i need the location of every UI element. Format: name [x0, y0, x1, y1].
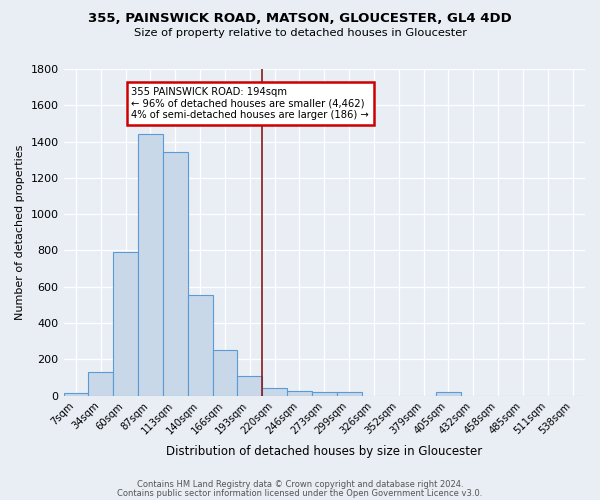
Y-axis label: Number of detached properties: Number of detached properties	[15, 144, 25, 320]
Bar	[88, 372, 113, 396]
Bar	[312, 392, 337, 396]
Bar	[163, 152, 188, 396]
Bar	[212, 350, 238, 396]
Text: Size of property relative to detached houses in Gloucester: Size of property relative to detached ho…	[133, 28, 467, 38]
Bar	[64, 393, 88, 396]
Text: 355, PAINSWICK ROAD, MATSON, GLOUCESTER, GL4 4DD: 355, PAINSWICK ROAD, MATSON, GLOUCESTER,…	[88, 12, 512, 26]
Bar	[262, 388, 287, 396]
Text: Contains public sector information licensed under the Open Government Licence v3: Contains public sector information licen…	[118, 489, 482, 498]
Text: Contains HM Land Registry data © Crown copyright and database right 2024.: Contains HM Land Registry data © Crown c…	[137, 480, 463, 489]
Bar	[436, 392, 461, 396]
Text: 355 PAINSWICK ROAD: 194sqm
← 96% of detached houses are smaller (4,462)
4% of se: 355 PAINSWICK ROAD: 194sqm ← 96% of deta…	[131, 87, 369, 120]
Bar	[337, 392, 362, 396]
Bar	[238, 376, 262, 396]
Bar	[138, 134, 163, 396]
Bar	[287, 390, 312, 396]
X-axis label: Distribution of detached houses by size in Gloucester: Distribution of detached houses by size …	[166, 444, 482, 458]
Bar	[113, 252, 138, 396]
Bar	[188, 295, 212, 396]
